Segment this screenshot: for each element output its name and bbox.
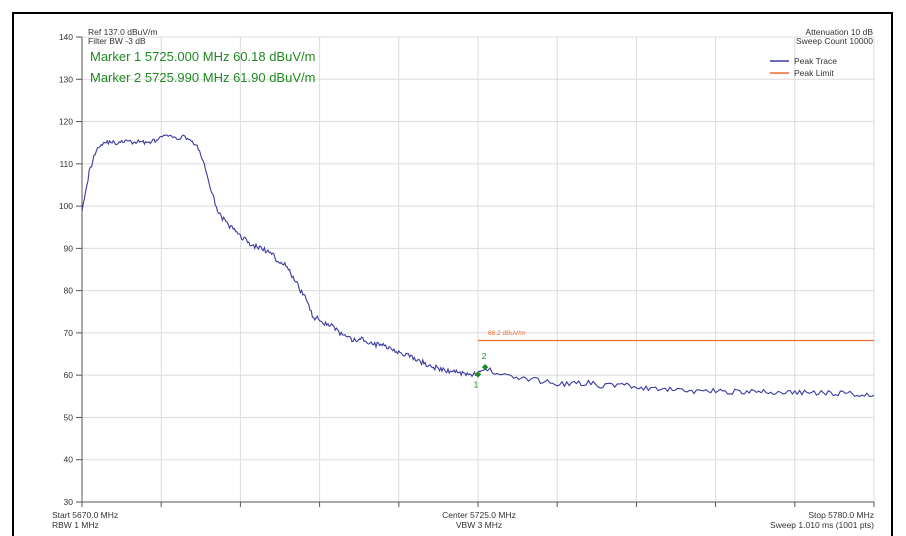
sweep-time-label: Sweep 1.010 ms (1001 pts) xyxy=(770,520,874,530)
y-axis-ticks: 30 40 50 60 70 80 90 100 110 120 130 140 xyxy=(59,32,82,507)
legend-label-peak-limit: Peak Limit xyxy=(794,68,834,78)
start-frequency-label: Start 5670.0 MHz xyxy=(52,510,118,520)
attenuation-label: Attenuation 10 dB xyxy=(805,27,873,37)
y-tick-label: 30 xyxy=(64,497,74,507)
peak-trace-line xyxy=(81,134,875,398)
marker-2-label: 2 xyxy=(482,351,487,361)
vbw-label: VBW 3 MHz xyxy=(456,520,502,530)
series-layer xyxy=(81,134,875,398)
limit-value-label: 68.2 dBuV/m xyxy=(488,330,526,337)
stop-frequency-label: Stop 5780.0 MHz xyxy=(808,510,874,520)
y-tick-label: 100 xyxy=(59,201,73,211)
filter-bw-label: Filter BW -3 dB xyxy=(88,36,146,46)
marker-1-label: 1 xyxy=(474,379,479,389)
rbw-label: RBW 1 MHz xyxy=(52,520,99,530)
markers-layer: 12 xyxy=(474,351,489,389)
y-tick-label: 40 xyxy=(64,455,74,465)
marker-2-readout: Marker 2 5725.990 MHz 61.90 dBuV/m xyxy=(90,70,315,85)
y-tick-label: 130 xyxy=(59,74,73,84)
legend: Peak Trace Peak Limit xyxy=(770,56,837,78)
marker-2-point[interactable] xyxy=(481,363,489,371)
y-tick-label: 140 xyxy=(59,32,73,42)
chart-frame xyxy=(12,12,893,536)
y-tick-label: 50 xyxy=(64,412,74,422)
grid-lines xyxy=(82,36,875,502)
center-frequency-label: Center 5725.0 MHz xyxy=(442,510,516,520)
x-axis-ticks xyxy=(81,502,875,507)
sweep-count-label: Sweep Count 10000 xyxy=(796,36,873,46)
ref-level-label: Ref 137.0 dBuV/m xyxy=(88,27,157,37)
y-tick-label: 120 xyxy=(59,117,73,127)
y-tick-label: 60 xyxy=(64,370,74,380)
y-tick-label: 110 xyxy=(59,159,73,169)
y-tick-label: 80 xyxy=(64,286,74,296)
y-tick-label: 70 xyxy=(64,328,74,338)
marker-1-readout: Marker 1 5725.000 MHz 60.18 dBuV/m xyxy=(90,49,315,64)
legend-label-peak-trace: Peak Trace xyxy=(794,56,837,66)
y-tick-label: 90 xyxy=(64,243,74,253)
marker-1-point[interactable] xyxy=(474,371,482,378)
